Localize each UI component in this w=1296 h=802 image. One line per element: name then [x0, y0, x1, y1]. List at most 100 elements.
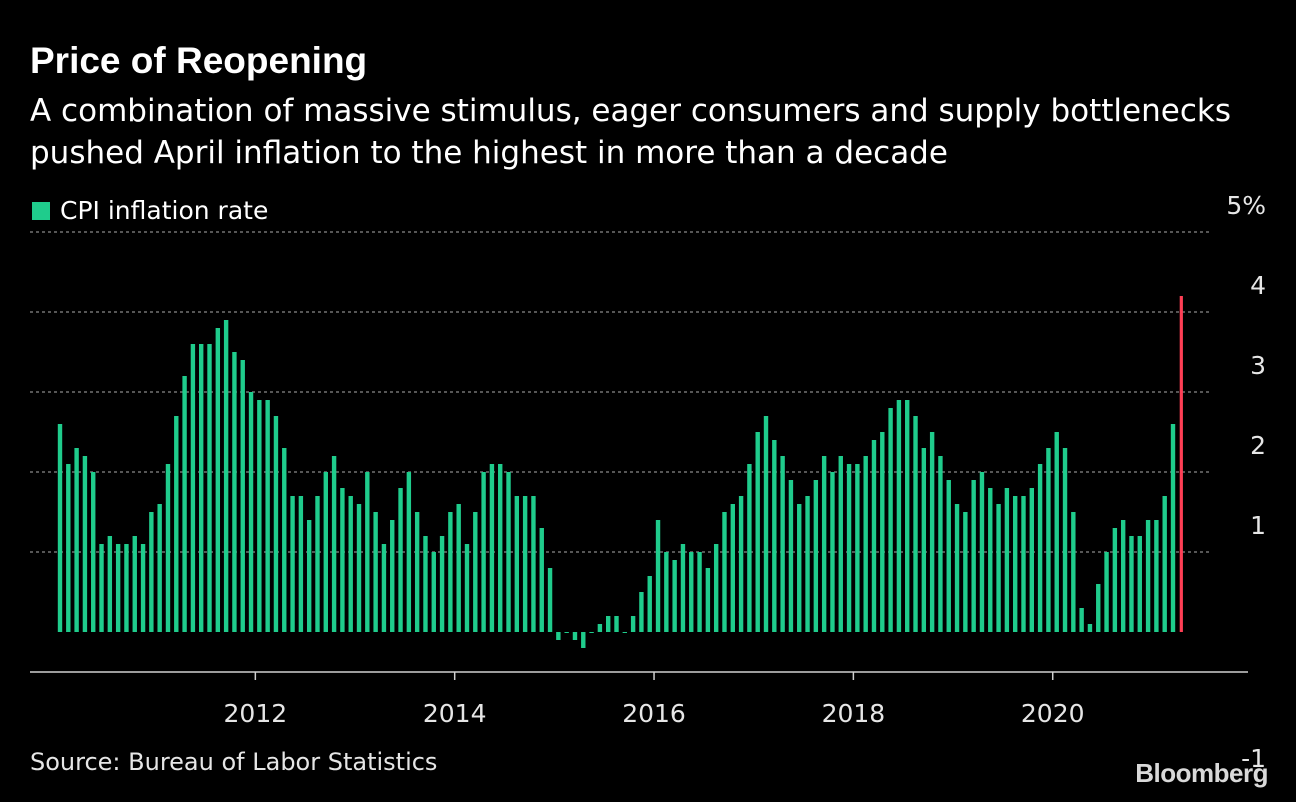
bar: [805, 496, 810, 632]
bar: [680, 544, 686, 632]
bar: [763, 416, 769, 632]
bar: [747, 464, 752, 632]
bar: [564, 632, 569, 633]
bar: [713, 544, 719, 632]
bar: [531, 496, 536, 632]
bar: [207, 344, 212, 632]
bar: [581, 632, 586, 648]
bar: [157, 504, 162, 632]
brand-logo: Bloomberg: [1135, 758, 1268, 788]
bar: [821, 456, 827, 632]
bar: [498, 464, 503, 632]
bar: [830, 472, 835, 632]
bar: [664, 552, 669, 632]
bar: [863, 456, 868, 632]
bar: [74, 448, 79, 632]
bar: [988, 488, 993, 632]
x-tick-label: 2014: [423, 699, 487, 728]
bar: [996, 504, 1001, 632]
bar: [946, 480, 951, 632]
bar: [306, 520, 312, 632]
bar: [66, 464, 71, 632]
bar: [199, 344, 204, 632]
bar: [124, 544, 129, 632]
bar: [315, 496, 320, 632]
bar: [1087, 624, 1093, 632]
bar: [913, 416, 918, 632]
bar: [348, 496, 353, 632]
bar: [323, 472, 328, 632]
bar: [730, 504, 735, 632]
bar: [257, 400, 262, 632]
bar: [431, 552, 436, 632]
bar: [282, 448, 287, 632]
bar: [1071, 512, 1076, 632]
bar: [905, 400, 910, 632]
bar: [406, 472, 412, 632]
bar: [365, 472, 370, 632]
bar: [1012, 496, 1018, 632]
bar: [896, 400, 902, 632]
x-tick-label: 2012: [224, 699, 288, 728]
bar: [473, 512, 478, 632]
bar: [938, 456, 943, 632]
bar: [514, 496, 520, 632]
bar: [132, 536, 137, 632]
bar: [248, 392, 254, 632]
bar: [149, 512, 154, 632]
chart-title: Price of Reopening: [30, 40, 368, 81]
bar: [456, 504, 461, 632]
bar: [390, 520, 395, 632]
y-tick-label: 2: [1250, 431, 1266, 460]
bar: [448, 512, 453, 632]
y-tick-label: 3: [1250, 351, 1266, 380]
bar: [838, 456, 843, 632]
bar: [622, 632, 628, 633]
bar: [1129, 536, 1134, 632]
bar: [846, 464, 852, 632]
bar: [91, 472, 96, 632]
bar: [298, 496, 304, 632]
bar: [82, 456, 88, 632]
bar: [57, 424, 63, 632]
bar: [381, 544, 387, 632]
bar: [481, 472, 486, 632]
bar: [414, 512, 420, 632]
bar: [423, 536, 428, 632]
bar: [971, 480, 976, 632]
bar: [813, 480, 819, 632]
bar: [1037, 464, 1043, 632]
bar: [672, 560, 677, 632]
bar: [223, 320, 229, 632]
bar: [1137, 536, 1142, 632]
bar: [788, 480, 794, 632]
bar: [356, 504, 362, 632]
bar: [232, 352, 237, 632]
chart-subtitle: A combination of massive stimulus, eager…: [30, 93, 1231, 171]
bar: [1162, 496, 1167, 632]
y-tick-label: 4: [1250, 271, 1266, 300]
bar: [182, 376, 187, 632]
bar: [506, 472, 511, 632]
bar: [522, 496, 528, 632]
bar: [780, 456, 785, 632]
bar: [589, 632, 594, 633]
bar: [140, 544, 146, 632]
bar: [1120, 520, 1126, 632]
bar: [979, 472, 985, 632]
bar: [597, 624, 603, 632]
bar: [1054, 432, 1059, 632]
bar: [921, 448, 927, 632]
y-tick-label: 5%: [1226, 191, 1266, 220]
bar: [705, 568, 711, 632]
bar: [1112, 528, 1118, 632]
bar: [190, 344, 196, 632]
bar: [772, 440, 777, 632]
bar: [1062, 448, 1068, 632]
bar: [290, 496, 295, 632]
bar: [647, 576, 652, 632]
bar: [755, 432, 760, 632]
source-note: Source: Bureau of Labor Statistics: [30, 748, 438, 776]
bar: [963, 512, 968, 632]
